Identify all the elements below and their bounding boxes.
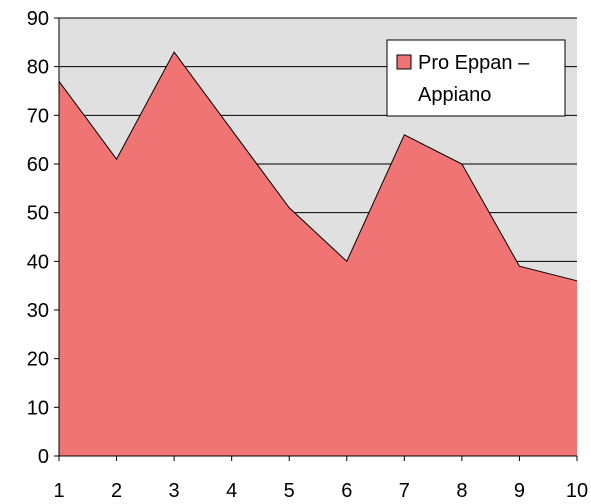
- legend-label-line-1: Pro Eppan –: [418, 52, 530, 74]
- y-tick-label: 60: [27, 154, 49, 176]
- x-tick-label: 2: [111, 480, 122, 502]
- x-tick-label: 6: [341, 480, 352, 502]
- area-fill: [59, 52, 577, 457]
- x-tick-label: 1: [53, 480, 64, 502]
- y-tick-labels: 0 10 20 30 40 50 60 70 80 90: [27, 8, 49, 468]
- x-tick-label: 8: [456, 480, 467, 502]
- y-tick-label: 30: [27, 300, 49, 322]
- legend-box: [386, 39, 566, 117]
- legend: Pro Eppan – Appiano: [386, 39, 566, 117]
- x-tick-label: 10: [566, 480, 588, 502]
- x-tick-label: 4: [226, 480, 237, 502]
- legend-label-line-2: Appiano: [418, 84, 491, 106]
- x-tick-labels: 1 2 3 4 5 6 7 8 9 10: [53, 480, 588, 502]
- y-tick-label: 70: [27, 105, 49, 127]
- y-tick-label: 50: [27, 203, 49, 225]
- series-area: [58, 51, 578, 457]
- x-tick-label: 9: [514, 480, 525, 502]
- area-outline: [58, 51, 578, 282]
- y-tick-label: 90: [27, 8, 49, 30]
- legend-swatch: [396, 54, 412, 70]
- x-tick-label: 5: [284, 480, 295, 502]
- y-tick-label: 10: [27, 397, 49, 419]
- axes: [54, 17, 578, 461]
- y-tick-label: 80: [27, 57, 49, 79]
- x-tick-label: 3: [169, 480, 180, 502]
- y-tick-label: 0: [38, 446, 49, 468]
- y-tick-label: 40: [27, 251, 49, 273]
- y-tick-label: 20: [27, 349, 49, 371]
- x-tick-label: 7: [399, 480, 410, 502]
